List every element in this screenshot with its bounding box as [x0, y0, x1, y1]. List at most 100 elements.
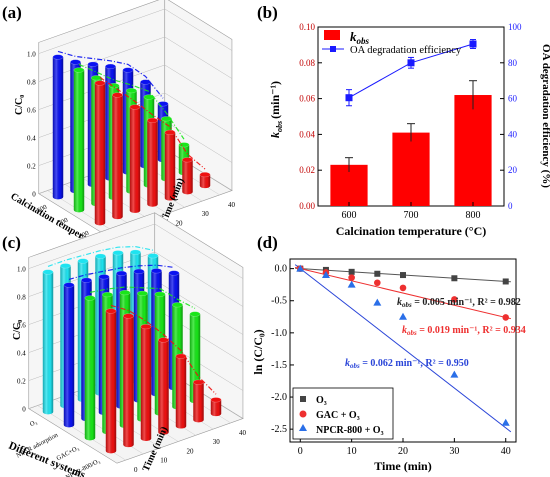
panel-c-ztick-label: 1.0	[17, 266, 26, 274]
panel-c-ttick-label: 40	[239, 429, 247, 437]
panel-a-cylinder-top	[126, 88, 137, 94]
panel-a-ztick-label: 0	[32, 191, 36, 199]
panel-c-cylinder-top	[81, 277, 92, 283]
panel-a-cylinder-top	[147, 117, 158, 123]
panel-c-cylinder-top	[151, 268, 162, 274]
panel-b-legend-oa-marker	[330, 46, 336, 52]
panel-d-xtick-label: 10	[347, 446, 357, 457]
panel-c-zgrid	[28, 251, 244, 307]
panel-c-ttick-label: 10	[160, 457, 168, 465]
panel-b-bar	[454, 95, 492, 206]
panel-a-cylinder-top	[105, 63, 116, 69]
panel-c-cylinder-shade	[175, 356, 187, 429]
panel-a-cylinder-top	[161, 116, 172, 122]
panel-d-annotation-gac: kobs = 0.019 min⁻¹, R² = 0.934	[402, 325, 526, 337]
panel-d-legend-box	[292, 387, 394, 440]
panel-d-ytick-label: -2.5	[271, 424, 287, 435]
panel-a-cylinder-shade	[129, 107, 141, 213]
panel-a-bars	[52, 50, 211, 226]
panel-d-annotation-npcr: kobs = 0.062 min⁻¹, R² = 0.950	[345, 358, 469, 370]
panel-d-point	[348, 274, 355, 281]
panel-c-cylinder-top	[112, 250, 124, 256]
panel-d-ytick-label: -1.0	[271, 328, 287, 339]
panel-d-ylabel: ln (C/C₀)	[251, 329, 265, 374]
panel-c-cylinder-top	[98, 274, 110, 280]
panel-c-cylinder-top	[189, 311, 201, 317]
panel-a-cylinder-top	[70, 59, 81, 65]
panel-c-cylinder-top	[119, 290, 131, 296]
panel-c-cylinder-shade	[105, 311, 117, 454]
panel-a-xtick-label: 600	[36, 204, 48, 215]
panel-b-oa-marker	[469, 40, 477, 48]
panel-a-ztick-label: 0.8	[27, 79, 36, 87]
panel-b-ytick-label: 0.02	[299, 165, 315, 175]
panel-d-point	[347, 280, 356, 288]
panel-b-bar	[392, 132, 430, 206]
panel-b-y2tick-label: 0	[508, 201, 513, 211]
panel-d-point	[451, 275, 458, 282]
panel-b-ylabel2: OA degradation efficiency (%)	[540, 44, 550, 188]
panel-a-cylinder-top	[122, 67, 134, 73]
panel-c-trend-line	[89, 286, 196, 309]
panel-c-trend-line	[47, 245, 154, 267]
panel-c-ztick-label: 0.4	[17, 350, 26, 358]
panel-b-oa-marker	[407, 59, 415, 67]
panel-b-y2tick-label: 40	[508, 129, 518, 139]
panel-b-ytick-label: 0.04	[299, 129, 315, 139]
panel-c-cylinder-top	[60, 263, 71, 269]
panel-c-cylinder-shade	[123, 316, 134, 448]
panel-c-cylinder-top	[77, 258, 89, 264]
panel-d-fit-line	[295, 266, 511, 320]
panel-c-cylinder-top	[154, 291, 166, 297]
panel-c-cylinder-shade	[140, 326, 152, 441]
panel-d-ytick-label: -2.0	[271, 392, 287, 403]
panel-b-ytick-label: 0.08	[299, 58, 315, 68]
panel-d-point	[374, 279, 381, 287]
panel-a-cylinder-top	[52, 54, 64, 60]
panel-c-cylinder-top	[42, 269, 54, 275]
panel-a-cylinder-shade	[94, 83, 106, 226]
panel-b-y2tick-label: 100	[508, 22, 522, 32]
panel-a-cylinder-top	[91, 75, 102, 81]
panel-c-cylinder-shade	[193, 382, 204, 423]
panel-a-cylinder-top	[73, 67, 85, 73]
panel-d-xtick-label: 20	[398, 446, 408, 457]
panel-a-trend-line	[78, 63, 185, 140]
panel-a-cylinder-shade	[164, 132, 176, 201]
panel-b-ytick-label: 0.10	[299, 22, 315, 32]
panel-a-3d-chart: 00.20.40.60.81.0010203040600700800 C/C₀ …	[9, 0, 236, 263]
panel-c-ttick-label: 0	[134, 466, 138, 474]
panel-c-cylinder-top	[116, 270, 127, 276]
panel-c-trend-line	[110, 304, 217, 395]
panel-a-zlabel: C/C₀	[14, 95, 25, 115]
panel-d-point	[501, 418, 510, 426]
panel-c-cylinder-top	[102, 292, 113, 298]
panel-c-cylinder-top	[175, 353, 187, 359]
panel-b-ytick-label: 0.06	[299, 94, 315, 104]
panel-c-cylinder-top	[105, 308, 117, 314]
panel-a-cylinder-top	[87, 61, 99, 67]
panel-c-ztick-label: 0.8	[17, 294, 26, 302]
panel-c-zlabel: C/C₀	[12, 320, 23, 340]
panel-c-cylinder-shade	[210, 399, 222, 417]
panel-a-ztick-label: 0.6	[27, 107, 36, 115]
panel-a-cylinder-shade	[73, 70, 85, 213]
panel-d-xtick-label: 30	[449, 446, 459, 457]
panel-d-legend-gac-marker	[299, 410, 307, 418]
panel-c-cylinder-top	[210, 397, 222, 403]
panel-a-cylinder-top	[108, 83, 120, 89]
panel-a-cylinder-top	[199, 172, 211, 178]
panel-a-ttick-label: 30	[202, 210, 210, 218]
panel-a-xtick-label: 700	[57, 217, 69, 228]
panel-c-cylinder-shade	[84, 298, 96, 441]
panel-d-point	[296, 264, 305, 272]
panel-a-ztick-label: 0.4	[27, 135, 36, 143]
panel-b-ytick-label: 0.00	[299, 201, 315, 211]
panel-d-point	[502, 278, 509, 285]
panel-c-ztick-label: 0.2	[17, 378, 26, 386]
panel-d-point	[374, 270, 381, 277]
panel-b-oa-marker	[345, 94, 353, 102]
panel-label-a: (a)	[2, 3, 22, 22]
